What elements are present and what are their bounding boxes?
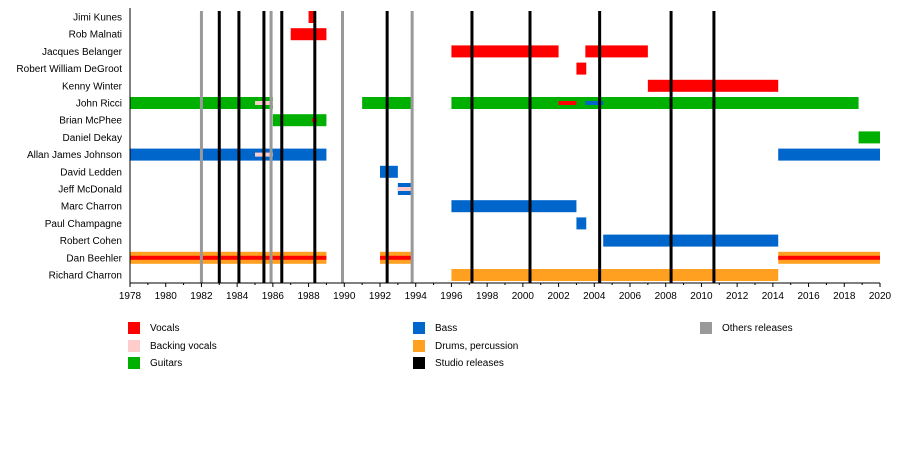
- x-tick-label: 2020: [869, 291, 892, 302]
- bar-vocals: [778, 255, 880, 260]
- x-tick-label: 1986: [262, 291, 285, 302]
- legend-label: Backing vocals: [150, 340, 217, 352]
- legend-item-bass: Bass: [413, 322, 457, 334]
- x-tick-label: 2002: [547, 291, 570, 302]
- bar-bass: [451, 200, 577, 213]
- member-label: Rob Malnati: [69, 30, 122, 41]
- bar-guitars: [858, 131, 880, 144]
- x-tick-label: 2014: [762, 291, 785, 302]
- member-label: Jeff McDonald: [58, 185, 122, 196]
- x-tick-label: 1990: [333, 291, 356, 302]
- timeline-plot: Jimi Kunes Rob Malnati Jacques Belanger Rob…: [16, 8, 892, 302]
- member-label: Kenny Winter: [62, 81, 123, 92]
- x-tick-label: 1980: [155, 291, 178, 302]
- member-label: Marc Charron: [61, 202, 122, 213]
- bar-vocals: [130, 255, 327, 260]
- x-tick-label: 1978: [119, 291, 142, 302]
- x-tick-label: 1996: [440, 291, 463, 302]
- legend-item-guitars: Guitars: [128, 357, 182, 369]
- legend-item-vocals: Vocals: [128, 322, 179, 334]
- legend-swatch: [128, 340, 140, 352]
- legend-swatch: [413, 357, 425, 369]
- member-label: Jimi Kunes: [73, 13, 122, 24]
- bar-guitars: [451, 97, 859, 109]
- legend-swatch: [128, 322, 140, 334]
- legend-swatch: [413, 322, 425, 334]
- legend-label: Others releases: [722, 322, 793, 334]
- legend-label: Guitars: [150, 357, 183, 369]
- member-label: Allan James Johnson: [27, 150, 122, 161]
- bar-bass: [576, 217, 587, 230]
- bar-drums: [451, 269, 779, 281]
- member-label: Robert Cohen: [60, 236, 122, 247]
- legend-label: Vocals: [150, 322, 180, 334]
- legend-item-studio: Studio releases: [413, 357, 504, 369]
- member-label: Brian McPhee: [59, 116, 122, 127]
- x-tick-label: 1984: [226, 291, 249, 302]
- bar-guitars: [272, 114, 327, 127]
- bar-vocals: [290, 28, 327, 41]
- x-tick-label: 2016: [797, 291, 820, 302]
- member-label: Daniel Dekay: [63, 133, 122, 144]
- x-tick-label: 2010: [690, 291, 713, 302]
- legend-item-drums: Drums, percussion: [413, 340, 518, 352]
- bar-bass: [130, 148, 327, 161]
- bar-vocals: [576, 62, 587, 75]
- bar-bass: [778, 148, 880, 161]
- member-label: John Ricci: [76, 99, 122, 110]
- bar-vocals: [380, 255, 414, 260]
- x-tick-label: 2004: [583, 291, 606, 302]
- legend-swatch: [700, 322, 712, 334]
- member-label: David Ledden: [60, 167, 122, 178]
- member-label: Jacques Belanger: [42, 47, 123, 58]
- x-tick-label: 2012: [726, 291, 749, 302]
- member-label: Dan Beehler: [66, 253, 122, 264]
- legend-swatch: [413, 340, 425, 352]
- bar-vocals: [451, 45, 559, 58]
- x-tick-label: 1988: [297, 291, 320, 302]
- x-tick-label: 1994: [405, 291, 428, 302]
- legend-item-backing: Backing vocals: [128, 340, 217, 352]
- bar-bass: [585, 101, 604, 105]
- bar-bass: [380, 165, 398, 178]
- member-label: Richard Charron: [49, 271, 122, 282]
- bar-vocals: [558, 101, 577, 105]
- legend-label: Bass: [435, 322, 458, 334]
- legend-swatch: [128, 357, 140, 369]
- member-label: Robert William DeGroot: [16, 64, 122, 75]
- x-tick-label: 2006: [619, 291, 642, 302]
- member-label: Paul Champagne: [45, 219, 123, 230]
- x-tick-label: 1998: [476, 291, 499, 302]
- legend-label: Drums, percussion: [435, 340, 519, 352]
- x-tick-label: 2018: [833, 291, 856, 302]
- bar-backing: [397, 187, 414, 191]
- x-tick-label: 2000: [512, 291, 535, 302]
- legend-label: Studio releases: [435, 357, 504, 369]
- x-tick-label: 1992: [369, 291, 392, 302]
- bar-bass: [603, 234, 779, 247]
- x-tick-label: 2008: [655, 291, 678, 302]
- legend-item-others: Others releases: [700, 322, 793, 334]
- bar-vocals: [585, 45, 648, 58]
- bar-vocals: [308, 11, 316, 23]
- x-tick-label: 1982: [190, 291, 213, 302]
